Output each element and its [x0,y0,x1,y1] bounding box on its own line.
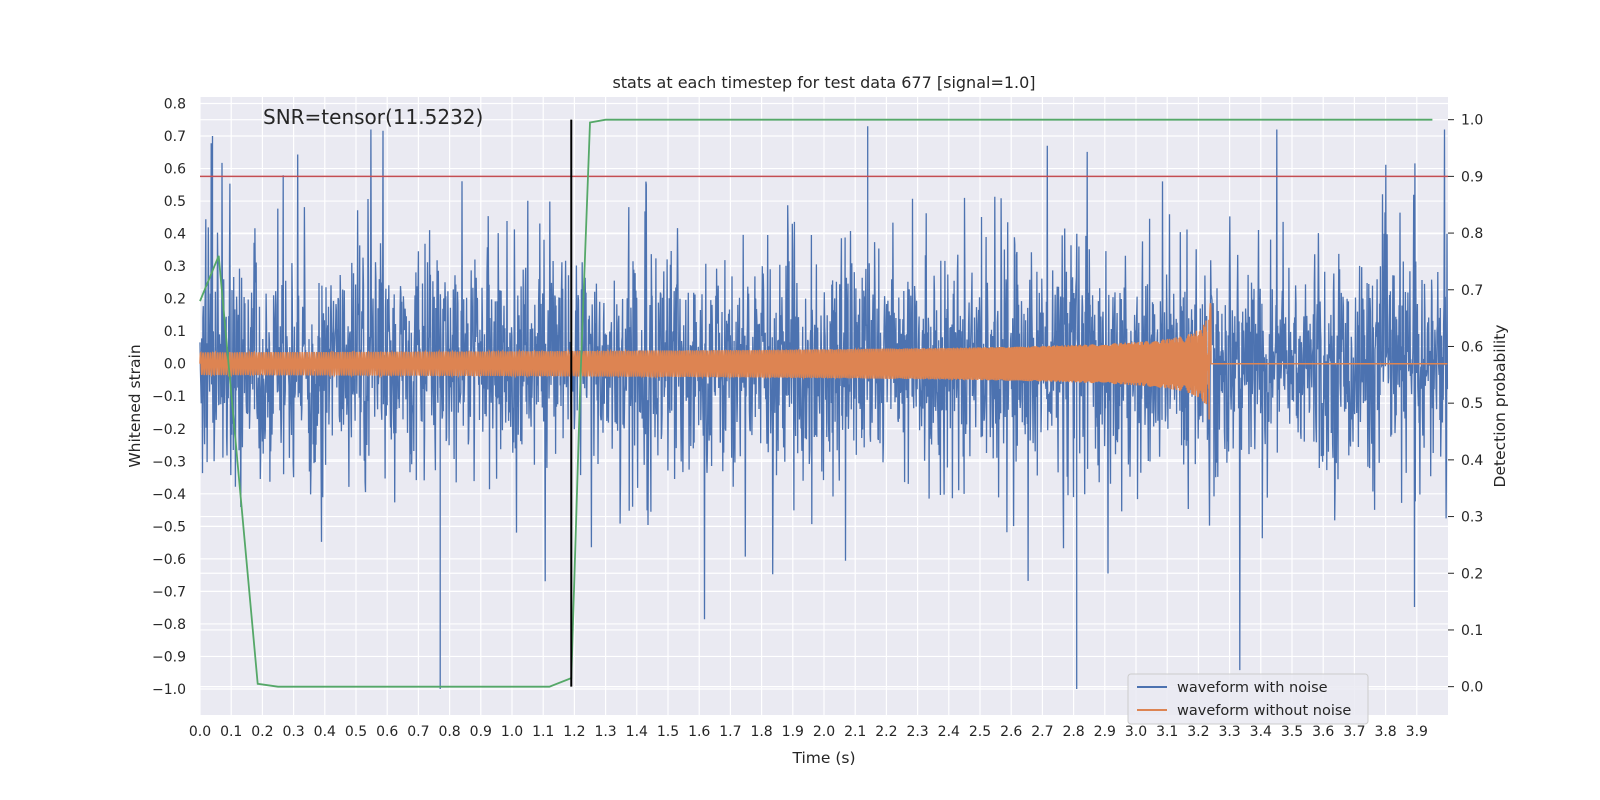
x-tick-label: 0.9 [470,724,492,740]
x-tick-label: 2.1 [844,724,866,740]
x-tick-label: 0.8 [438,724,460,740]
series-waveform-with-noise [199,126,1449,689]
x-tick-label: 1.2 [563,724,585,740]
y-tick-label: −0.9 [152,649,186,665]
x-tick-label: 2.4 [938,724,960,740]
x-tick-label: 0.7 [407,724,429,740]
y-tick-label: −0.1 [152,389,186,405]
y-tick-label: −0.8 [152,617,186,633]
y2-tick-label: 0.3 [1461,510,1483,526]
x-tick-label: 0.2 [251,724,273,740]
y-tick-label: 0.5 [164,194,186,210]
snr-annotation: SNR=tensor(11.5232) [263,105,483,129]
x-tick-label: 3.2 [1187,724,1209,740]
y-tick-label: −0.5 [152,519,186,535]
x-axis-label: Time (s) [791,749,855,767]
x-tick-label: 1.5 [657,724,679,740]
y-tick-label: 0.4 [164,227,186,243]
x-tick-label: 0.3 [282,724,304,740]
series-waveform-without-noise [199,303,1448,420]
x-tick-label: 3.3 [1218,724,1240,740]
x-tick-label: 1.6 [688,724,710,740]
x-tick-label: 2.0 [813,724,835,740]
x-tick-label: 3.5 [1281,724,1303,740]
x-tick-label: 3.6 [1312,724,1334,740]
y-tick-label: −0.2 [152,422,186,438]
plot-area [199,118,1449,689]
y-tick-label: −1.0 [152,682,186,698]
x-tick-label: 2.6 [1000,724,1022,740]
y2-tick-label: 0.9 [1461,169,1483,185]
y-tick-label: 0.3 [164,259,186,275]
y-tick-label: 0.8 [164,97,186,113]
y2-tick-label: 0.4 [1461,453,1483,469]
y2-tick-label: 0.6 [1461,339,1483,355]
y2-tick-label: 0.5 [1461,396,1483,412]
chart-title: stats at each timestep for test data 677… [612,73,1035,92]
x-tick-label: 1.8 [750,724,772,740]
y2-tick-label: 0.7 [1461,283,1483,299]
y-tick-label: −0.3 [152,454,186,470]
y-tick-label: 0.0 [164,357,186,373]
y-tick-label: 0.2 [164,292,186,308]
x-tick-label: 3.1 [1156,724,1178,740]
y-axis-label: Whitened strain [126,344,144,467]
x-tick-label: 3.4 [1250,724,1272,740]
y-tick-label: 0.6 [164,162,186,178]
y2-tick-label: 0.0 [1461,680,1483,696]
y-tick-label: −0.4 [152,487,186,503]
axis-ticks: 0.0 0.1 0.2 0.3 0.4 0.5 0.6 0.7 0.8 0.9 1.0 1.1 1.2 1… [152,97,1483,740]
y2-tick-label: 0.1 [1461,623,1483,639]
x-tick-label: 1.3 [594,724,616,740]
y-tick-label: −0.6 [152,552,186,568]
x-tick-label: 0.1 [220,724,242,740]
y2-tick-label: 0.2 [1461,566,1483,582]
y2-axis-label: Detection probability [1491,325,1509,488]
x-tick-label: 2.5 [969,724,991,740]
y2-tick-label: 0.8 [1461,226,1483,242]
x-tick-label: 3.0 [1125,724,1147,740]
legend-box [1127,673,1369,725]
x-tick-label: 2.9 [1094,724,1116,740]
x-tick-label: 1.7 [719,724,741,740]
x-tick-label: 1.9 [782,724,804,740]
x-tick-label: 2.3 [906,724,928,740]
y2-tick-label: 1.0 [1461,113,1483,129]
x-tick-label: 1.4 [626,724,648,740]
y-tick-label: −0.7 [152,584,186,600]
y-tick-label: 0.7 [164,129,186,145]
x-tick-label: 1.1 [532,724,554,740]
x-tick-label: 3.8 [1374,724,1396,740]
x-tick-label: 2.8 [1062,724,1084,740]
legend-label-noise: waveform with noise [1177,680,1328,696]
x-tick-label: 2.7 [1031,724,1053,740]
x-tick-label: 0.0 [189,724,211,740]
x-tick-label: 2.2 [875,724,897,740]
x-tick-label: 1.0 [501,724,523,740]
x-tick-label: 3.7 [1343,724,1365,740]
legend: waveform with noise waveform without noi… [1127,673,1369,725]
x-tick-label: 0.4 [314,724,336,740]
legend-label-clean: waveform without noise [1177,703,1351,719]
x-tick-label: 0.6 [376,724,398,740]
y-tick-label: 0.1 [164,324,186,340]
x-tick-label: 0.5 [345,724,367,740]
x-tick-label: 3.9 [1406,724,1428,740]
